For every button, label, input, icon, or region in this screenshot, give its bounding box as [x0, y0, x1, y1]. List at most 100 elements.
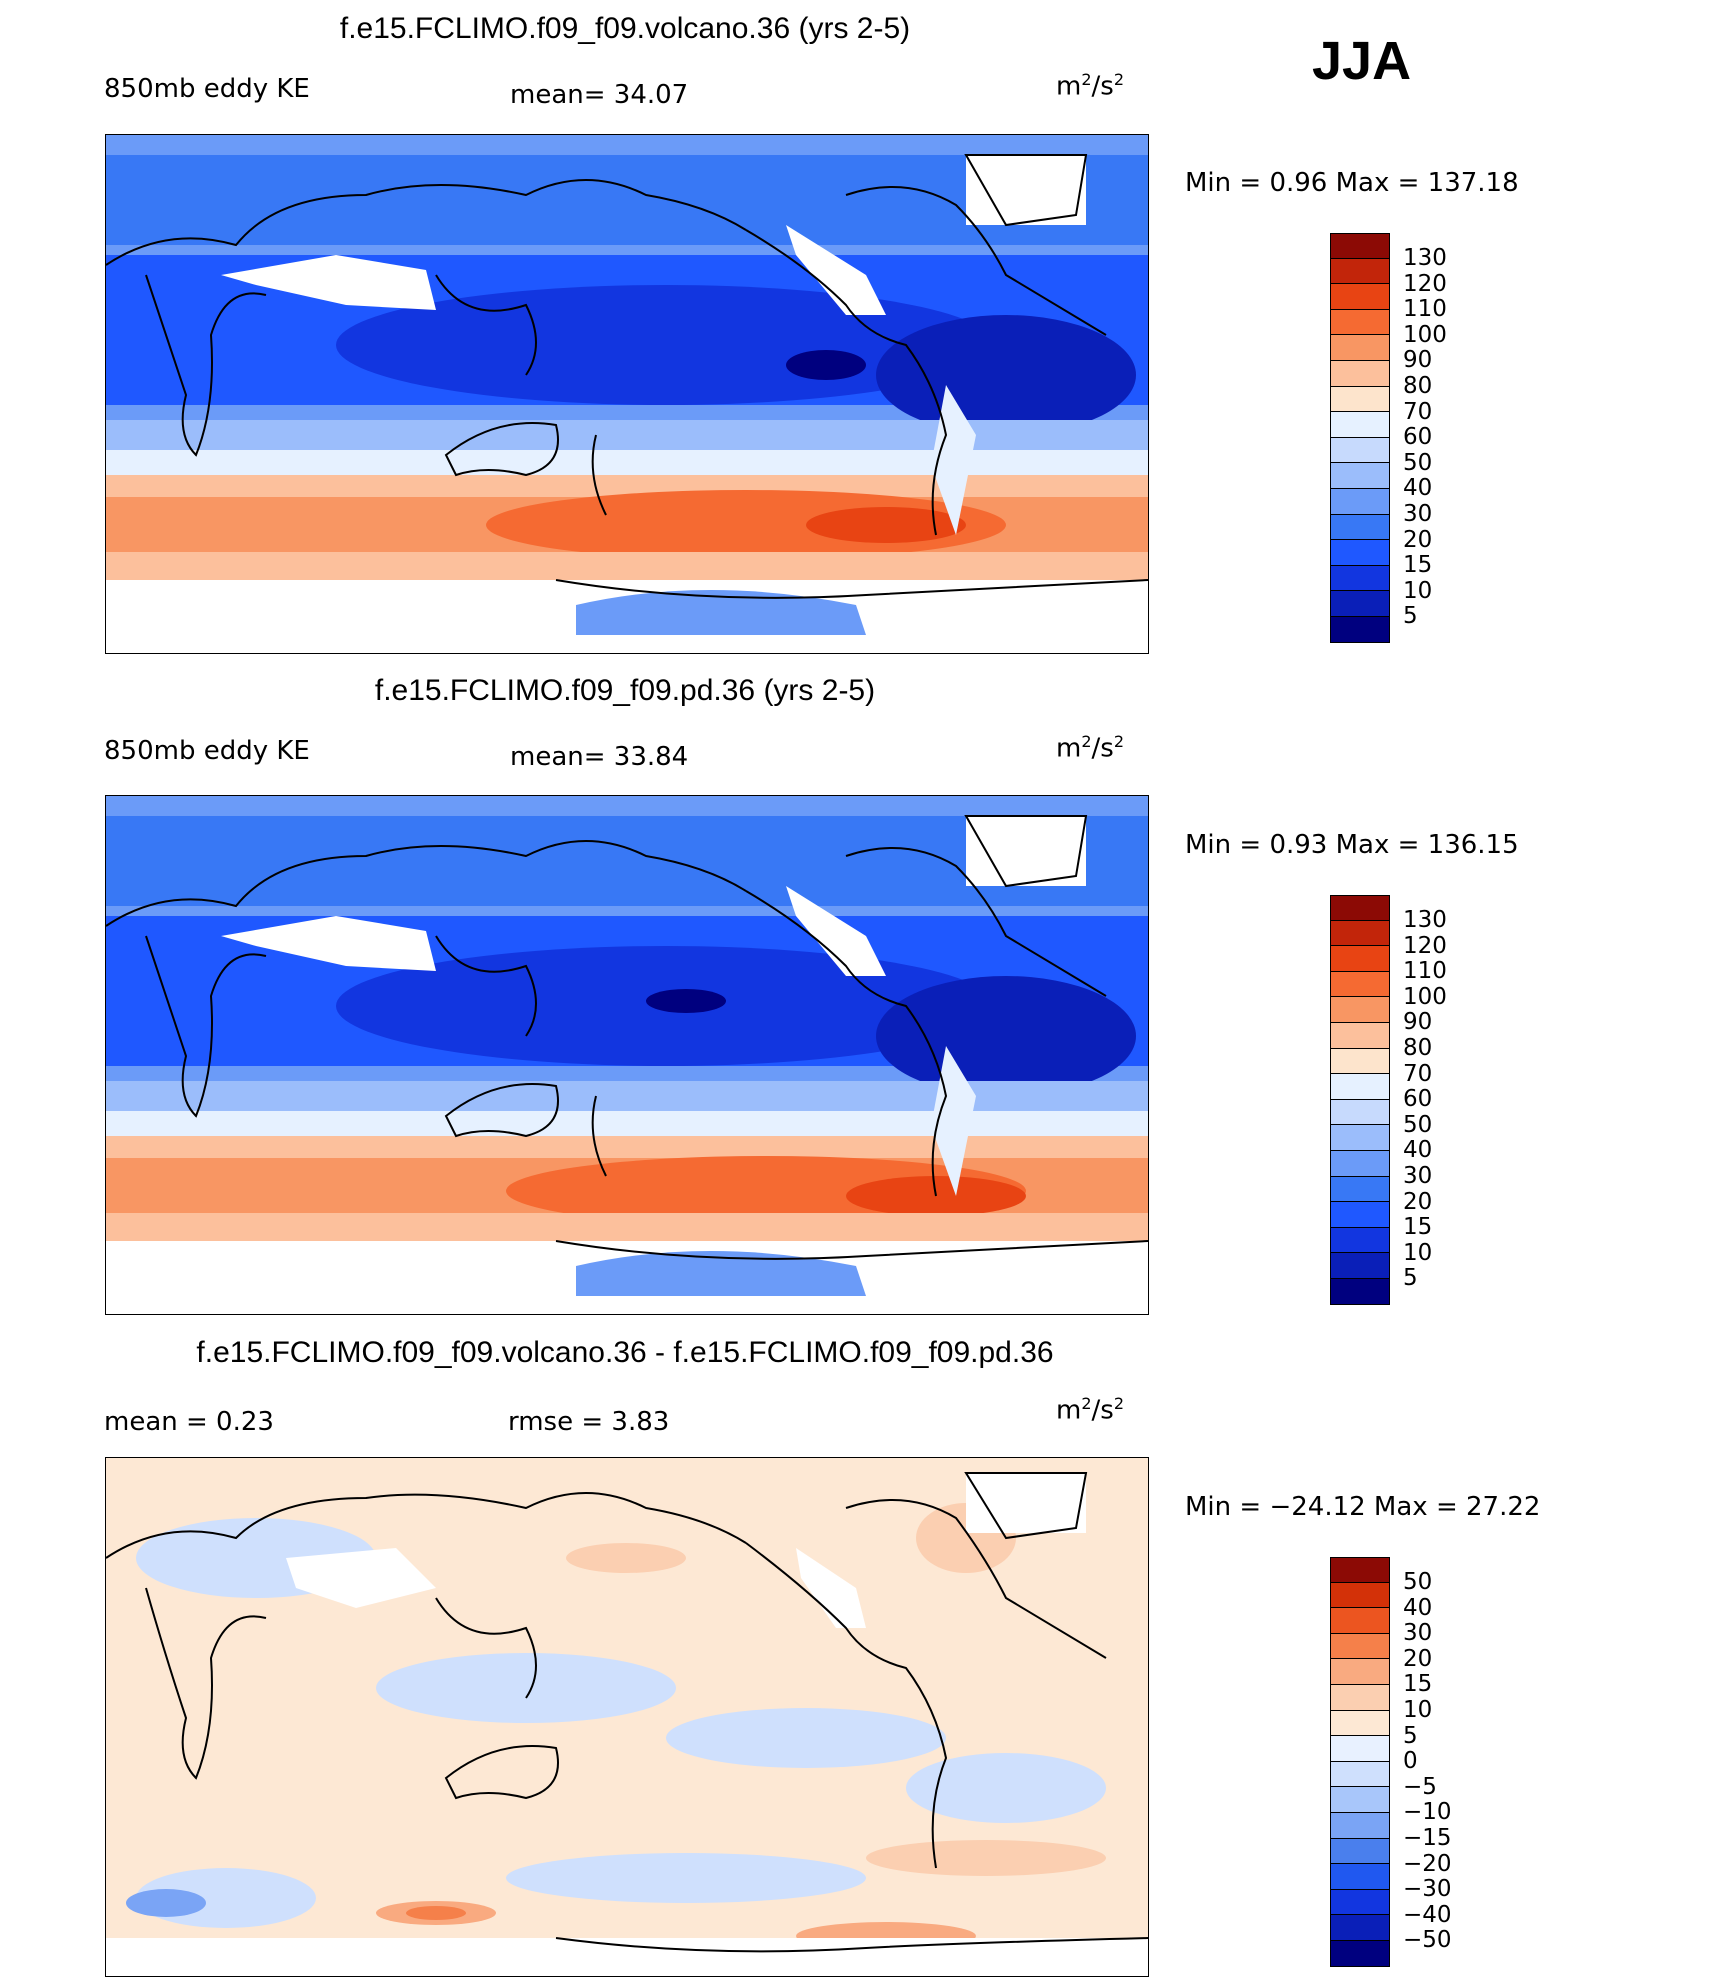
panel-1-mean-label: mean= 34.07	[510, 80, 689, 110]
colorbar-tick-label: 90	[1403, 1009, 1433, 1036]
colorbar-tick-label: −50	[1403, 1927, 1452, 1954]
colorbar-tick-label: 70	[1403, 398, 1433, 425]
colorbar-swatch	[1330, 616, 1390, 643]
colorbar-swatch	[1330, 1125, 1390, 1151]
panel-1-minmax: Min = 0.96 Max = 137.18	[1185, 168, 1519, 198]
season-label: JJA	[1312, 31, 1412, 91]
colorbar-swatch	[1330, 1582, 1390, 1609]
colorbar-tick-label: 20	[1403, 1188, 1433, 1215]
colorbar-swatch	[1330, 1557, 1390, 1583]
panel-3-minmax: Min = −24.12 Max = 27.22	[1185, 1492, 1541, 1522]
panel-2-map	[105, 795, 1149, 1315]
panel-3-colorbar	[1330, 1557, 1390, 1967]
colorbar-swatch	[1330, 540, 1390, 566]
colorbar-swatch	[1330, 1253, 1390, 1279]
colorbar-tick-label: 100	[1403, 321, 1447, 348]
colorbar-swatch	[1330, 1940, 1390, 1967]
panel-2-variable-label: 850mb eddy KE	[104, 736, 310, 766]
colorbar-tick-label: −20	[1403, 1850, 1452, 1877]
colorbar-tick-label: 10	[1403, 1239, 1433, 1266]
panel-1-map-field	[106, 135, 1148, 653]
colorbar-swatch	[1330, 514, 1390, 541]
panel-3-map-field	[106, 1458, 1148, 1976]
colorbar-swatch	[1330, 386, 1390, 413]
colorbar-swatch	[1330, 1761, 1390, 1788]
colorbar-tick-label: 5	[1403, 1722, 1418, 1749]
colorbar-swatch	[1330, 1176, 1390, 1203]
panel-3-colorbar-labels: 50 40 30 20 15 10 5 0 −5 −10 −15 −20 −30 −40 −50	[1403, 1569, 1452, 1954]
colorbar-tick-label: 70	[1403, 1060, 1433, 1087]
panel-1-colorbar-labels: 130 120 110 100 90 80 70 60 50 40 30 20 15 10 5	[1403, 245, 1447, 630]
colorbar-swatch	[1330, 1608, 1390, 1634]
colorbar-swatch	[1330, 997, 1390, 1023]
colorbar-tick-label: 40	[1403, 475, 1433, 502]
panel-2-colorbar-labels: 130 120 110 100 90 80 70 60 50 40 30 20 15 10 5	[1403, 907, 1447, 1292]
colorbar-swatch	[1330, 1838, 1390, 1865]
colorbar-swatch	[1330, 1659, 1390, 1685]
colorbar-tick-label: 30	[1403, 1620, 1433, 1647]
panel-3-mean-label: mean = 0.23	[104, 1407, 274, 1437]
colorbar-tick-label: 110	[1403, 958, 1447, 985]
colorbar-swatch	[1330, 412, 1390, 438]
panel-2-title: f.e15.FCLIMO.f09_f09.pd.36 (yrs 2-5)	[374, 674, 876, 707]
colorbar-swatch	[1330, 360, 1390, 387]
colorbar-swatch	[1330, 258, 1390, 285]
colorbar-swatch	[1330, 488, 1390, 515]
colorbar-swatch	[1330, 1099, 1390, 1126]
panel-2-map-field	[106, 796, 1148, 1314]
colorbar-swatch	[1330, 565, 1390, 592]
colorbar-tick-label: 0	[1403, 1748, 1418, 1775]
colorbar-tick-label: 5	[1403, 1265, 1418, 1292]
colorbar-tick-label: 30	[1403, 1162, 1433, 1189]
colorbar-tick-label: 60	[1403, 1086, 1433, 1113]
colorbar-swatch	[1330, 1915, 1390, 1941]
colorbar-tick-label: 130	[1403, 245, 1447, 271]
colorbar-swatch	[1330, 1227, 1390, 1254]
colorbar-swatch	[1330, 946, 1390, 972]
colorbar-tick-label: 80	[1403, 372, 1433, 399]
colorbar-tick-label: 120	[1403, 270, 1447, 297]
colorbar-tick-label: 10	[1403, 577, 1433, 604]
colorbar-swatch	[1330, 284, 1390, 310]
panel-1-map	[105, 134, 1149, 654]
colorbar-swatch	[1330, 1150, 1390, 1177]
panel-2-units: m2/s2	[1056, 732, 1125, 764]
panel-2-mean-label: mean= 33.84	[510, 742, 689, 772]
colorbar-swatch	[1330, 591, 1390, 617]
colorbar-swatch	[1330, 463, 1390, 489]
colorbar-swatch	[1330, 1633, 1390, 1660]
colorbar-swatch	[1330, 1889, 1390, 1916]
colorbar-tick-label: 50	[1403, 449, 1433, 476]
colorbar-tick-label: 15	[1403, 552, 1433, 579]
panel-2-minmax: Min = 0.93 Max = 136.15	[1185, 830, 1519, 860]
panel-1-title: f.e15.FCLIMO.f09_f09.volcano.36 (yrs 2-5…	[339, 12, 911, 45]
colorbar-swatch	[1330, 971, 1390, 998]
colorbar-tick-label: 15	[1403, 1214, 1433, 1241]
panel-1-variable-label: 850mb eddy KE	[104, 74, 310, 104]
colorbar-swatch	[1330, 1787, 1390, 1813]
panel-2-colorbar	[1330, 895, 1390, 1305]
colorbar-swatch	[1330, 335, 1390, 361]
colorbar-tick-label: 50	[1403, 1111, 1433, 1138]
colorbar-tick-label: −30	[1403, 1876, 1452, 1903]
panel-3-map	[105, 1457, 1149, 1977]
colorbar-swatch	[1330, 1684, 1390, 1711]
panel-1-colorbar	[1330, 233, 1390, 643]
colorbar-tick-label: 20	[1403, 1645, 1433, 1672]
colorbar-swatch	[1330, 1278, 1390, 1305]
colorbar-swatch	[1330, 1736, 1390, 1762]
colorbar-swatch	[1330, 309, 1390, 336]
colorbar-tick-label: 40	[1403, 1594, 1433, 1621]
colorbar-swatch	[1330, 1812, 1390, 1839]
panel-3-rmse-label: rmse = 3.83	[508, 1407, 670, 1437]
colorbar-swatch	[1330, 1202, 1390, 1228]
colorbar-swatch	[1330, 1022, 1390, 1049]
colorbar-tick-label: 50	[1403, 1569, 1433, 1595]
colorbar-swatch	[1330, 233, 1390, 259]
colorbar-tick-label: 15	[1403, 1671, 1433, 1698]
colorbar-swatch	[1330, 437, 1390, 464]
colorbar-tick-label: 110	[1403, 296, 1447, 323]
colorbar-tick-label: 60	[1403, 424, 1433, 451]
colorbar-tick-label: 90	[1403, 347, 1433, 374]
panel-3-units: m2/s2	[1056, 1394, 1125, 1426]
